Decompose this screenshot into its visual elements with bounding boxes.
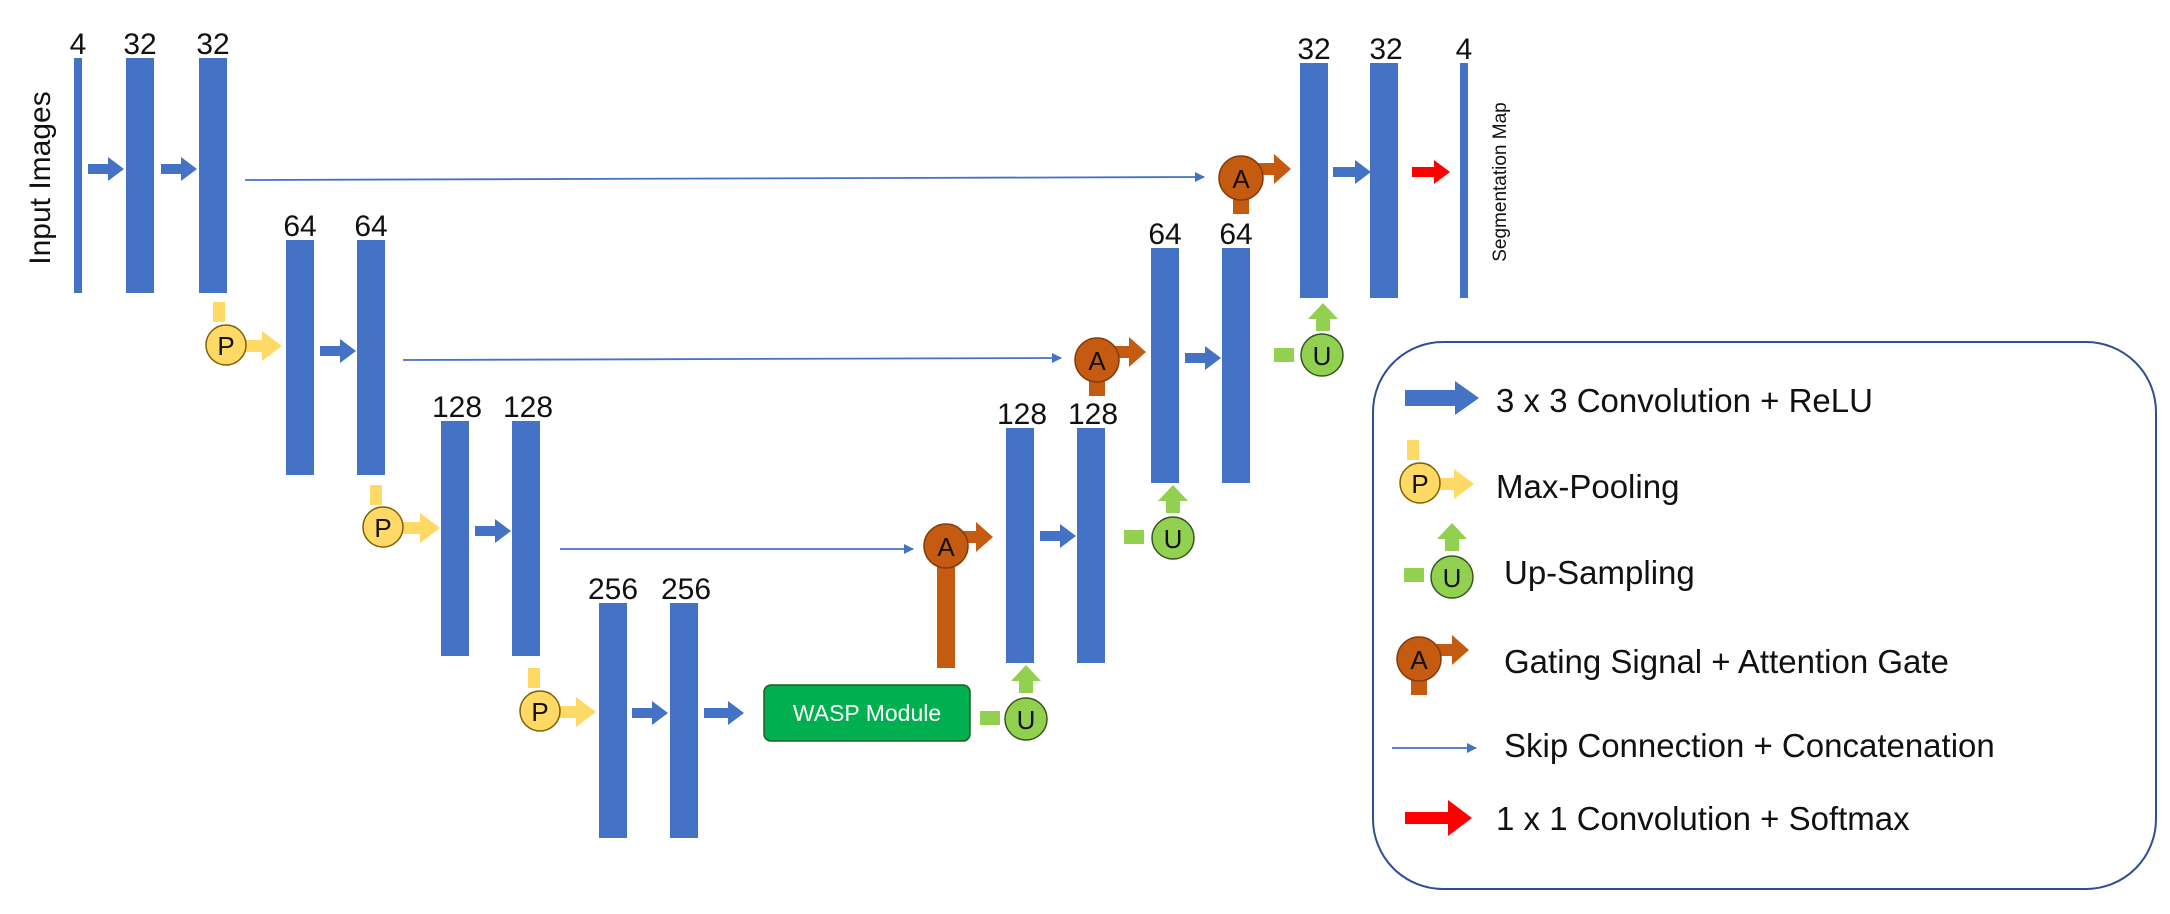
channel-label: 32 bbox=[196, 28, 229, 61]
conv-arrow bbox=[320, 339, 356, 363]
legend-attn-text: Gating Signal + Attention Gate bbox=[1504, 643, 1949, 680]
legend-item-conv: 3 x 3 Convolution + ReLU bbox=[1405, 381, 1873, 419]
block-output bbox=[1460, 63, 1468, 298]
pool-symbol: P bbox=[362, 485, 440, 548]
attn-label: A bbox=[1232, 164, 1250, 194]
attention-gate: A bbox=[923, 522, 993, 668]
final-conv-arrow bbox=[1412, 160, 1450, 184]
block-enc3a bbox=[441, 421, 469, 656]
channel-label: 4 bbox=[1456, 33, 1473, 66]
attention-gate: A bbox=[1218, 154, 1291, 214]
up-symbol: U bbox=[1274, 303, 1344, 377]
block-input bbox=[74, 58, 82, 293]
conv-arrow bbox=[1185, 346, 1221, 370]
attention-gate: A bbox=[1074, 337, 1146, 396]
legend-conv-text: 3 x 3 Convolution + ReLU bbox=[1496, 382, 1873, 419]
attention-icon bbox=[1396, 636, 1442, 682]
block-enc1b bbox=[199, 58, 227, 293]
feature-map-blocks bbox=[74, 58, 1468, 838]
conv-arrow bbox=[161, 157, 197, 181]
skip-connection bbox=[244, 172, 1205, 183]
up-symbol: U bbox=[1124, 485, 1195, 560]
channel-label: 4 bbox=[70, 28, 87, 61]
pool-icon bbox=[1399, 462, 1441, 504]
wasp-label: WASP Module bbox=[793, 700, 941, 726]
block-dec2a bbox=[1151, 248, 1179, 483]
attn-label: A bbox=[937, 532, 955, 562]
block-enc1a bbox=[126, 58, 154, 293]
block-dec2b bbox=[1222, 248, 1250, 483]
conv-arrow bbox=[1040, 524, 1076, 548]
legend-item-up: U Up-Sampling bbox=[1404, 523, 1695, 599]
block-dec1a bbox=[1300, 63, 1328, 298]
up-label: U bbox=[1017, 705, 1036, 735]
channel-label: 32 bbox=[1297, 33, 1330, 66]
channel-label: 128 bbox=[1068, 398, 1118, 431]
up-label: U bbox=[1164, 524, 1183, 554]
channel-label: 256 bbox=[588, 573, 638, 606]
block-dec3b bbox=[1077, 428, 1105, 663]
pool-label: P bbox=[531, 697, 548, 727]
channel-label: 64 bbox=[1148, 218, 1181, 251]
skip-connection bbox=[402, 353, 1062, 364]
block-enc3b bbox=[512, 421, 540, 656]
block-enc2a bbox=[286, 240, 314, 475]
block-dec1b bbox=[1370, 63, 1398, 298]
up-icon bbox=[1430, 555, 1474, 599]
wasp-module: WASP Module bbox=[763, 684, 971, 742]
conv-arrow bbox=[475, 519, 511, 543]
pool-symbol: P bbox=[519, 668, 596, 732]
channel-label: 256 bbox=[661, 573, 711, 606]
channel-label: 32 bbox=[123, 28, 156, 61]
conv-arrows bbox=[88, 157, 1371, 725]
legend-skip-text: Skip Connection + Concatenation bbox=[1504, 727, 1995, 764]
block-bott-b bbox=[670, 603, 698, 838]
up-label: U bbox=[1443, 563, 1462, 593]
up-label: U bbox=[1313, 341, 1332, 371]
channel-label: 128 bbox=[503, 391, 553, 424]
pool-label: P bbox=[217, 331, 234, 361]
up-symbol: U bbox=[980, 665, 1048, 741]
conv-arrow bbox=[632, 701, 668, 725]
pool-label: P bbox=[374, 513, 391, 543]
channel-label: 128 bbox=[432, 391, 482, 424]
pool-symbol: P bbox=[205, 302, 282, 366]
segmentation-map-label: Segmentation Map bbox=[1490, 102, 1511, 262]
attn-label: A bbox=[1088, 346, 1106, 376]
channel-label: 128 bbox=[997, 398, 1047, 431]
legend: 3 x 3 Convolution + ReLU P Max-Pooling U… bbox=[1372, 341, 2157, 890]
skip-connections bbox=[244, 172, 1205, 554]
legend-item-final: 1 x 1 Convolution + Softmax bbox=[1405, 800, 1910, 837]
input-images-label: Input Images bbox=[24, 91, 57, 264]
legend-up-text: Up-Sampling bbox=[1504, 554, 1695, 591]
conv-icon bbox=[1405, 381, 1479, 415]
conv-arrow bbox=[88, 157, 124, 181]
channel-label: 32 bbox=[1369, 33, 1402, 66]
legend-item-attn: A Gating Signal + Attention Gate bbox=[1396, 635, 1949, 695]
block-enc2b bbox=[357, 240, 385, 475]
legend-item-pool: P Max-Pooling bbox=[1399, 440, 1679, 505]
final-conv-icon bbox=[1405, 800, 1472, 836]
legend-final-text: 1 x 1 Convolution + Softmax bbox=[1496, 800, 1910, 837]
legend-item-skip: Skip Connection + Concatenation bbox=[1392, 727, 1995, 764]
legend-pool-text: Max-Pooling bbox=[1496, 468, 1679, 505]
channel-label: 64 bbox=[354, 210, 387, 243]
attn-label: A bbox=[1410, 645, 1428, 675]
legend-box bbox=[1372, 341, 2157, 890]
block-dec3a bbox=[1006, 428, 1034, 663]
conv-arrow bbox=[704, 701, 744, 725]
channel-label: 64 bbox=[283, 210, 316, 243]
channel-label: 64 bbox=[1219, 218, 1252, 251]
pool-label: P bbox=[1411, 469, 1428, 499]
block-bott-a bbox=[599, 603, 627, 838]
conv-arrow bbox=[1333, 160, 1371, 184]
